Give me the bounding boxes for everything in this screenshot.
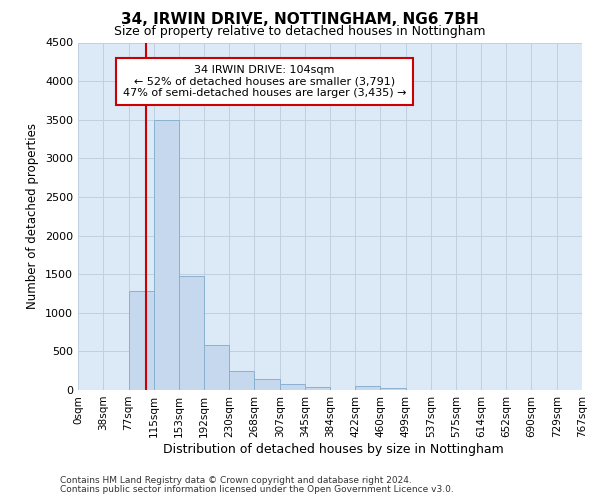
Bar <box>254 379 280 390</box>
Bar <box>229 372 254 390</box>
Text: 34 IRWIN DRIVE: 104sqm
← 52% of detached houses are smaller (3,791)
47% of semi-: 34 IRWIN DRIVE: 104sqm ← 52% of detached… <box>123 65 406 98</box>
Bar <box>128 291 154 390</box>
Bar <box>154 120 179 390</box>
Bar <box>204 345 229 390</box>
Bar <box>355 386 380 390</box>
Text: Contains public sector information licensed under the Open Government Licence v3: Contains public sector information licen… <box>60 484 454 494</box>
Bar <box>380 388 406 390</box>
Bar <box>179 276 204 390</box>
Text: Size of property relative to detached houses in Nottingham: Size of property relative to detached ho… <box>114 25 486 38</box>
Bar <box>305 387 331 390</box>
Text: Distribution of detached houses by size in Nottingham: Distribution of detached houses by size … <box>163 442 503 456</box>
Y-axis label: Number of detached properties: Number of detached properties <box>26 123 40 309</box>
Text: 34, IRWIN DRIVE, NOTTINGHAM, NG6 7BH: 34, IRWIN DRIVE, NOTTINGHAM, NG6 7BH <box>121 12 479 28</box>
Text: Contains HM Land Registry data © Crown copyright and database right 2024.: Contains HM Land Registry data © Crown c… <box>60 476 412 485</box>
Bar <box>280 384 305 390</box>
